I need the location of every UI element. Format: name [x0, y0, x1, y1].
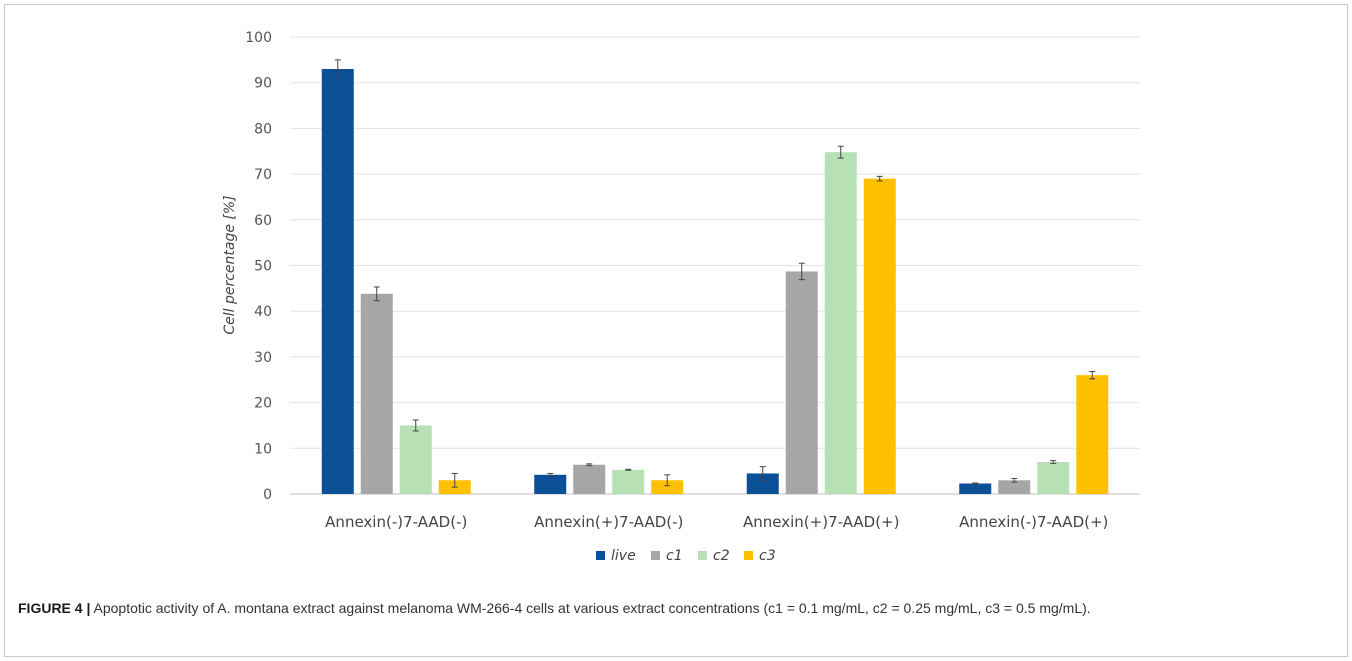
bar-live [534, 474, 567, 494]
bar-live [746, 473, 779, 494]
x-axis-categories: Annexin(-)7-AAD(-) Annexin(+)7-AAD(-) Anne… [325, 513, 1108, 531]
x-category-label: Annexin(-)7-AAD(+) [959, 513, 1108, 531]
legend-label-c1: c1 [666, 548, 683, 564]
y-tick-label: 50 [254, 259, 272, 275]
figure-caption: FIGURE 4 | Apoptotic activity of A. mont… [18, 598, 1318, 619]
x-category-label: Annexin(-)7-AAD(-) [325, 513, 467, 531]
y-tick-label: 20 [254, 396, 272, 412]
bar-c3 [1076, 375, 1109, 494]
bar-c3 [651, 480, 684, 494]
caption-text: Apoptotic activity of A. montana extract… [93, 600, 1091, 616]
y-tick-label: 40 [254, 304, 272, 320]
legend-swatch-c2 [698, 551, 707, 560]
bars [321, 68, 1109, 495]
y-tick-label: 60 [254, 213, 272, 229]
legend-label-c3: c3 [759, 548, 776, 564]
y-tick-label: 80 [254, 121, 272, 137]
caption-label: FIGURE 4 | [18, 600, 91, 616]
bar-c3 [863, 178, 896, 495]
y-tick-label: 70 [254, 167, 272, 183]
x-category-label: Annexin(+)7-AAD(+) [743, 513, 899, 531]
bar-c2 [612, 469, 645, 494]
y-axis-ticks: 0 10 20 30 40 50 60 70 80 90 100 [245, 30, 272, 503]
bar-live [321, 68, 354, 495]
figure-frame [4, 4, 1348, 657]
y-tick-label: 100 [245, 30, 272, 46]
bar-c1 [785, 271, 818, 494]
bar-c1 [998, 480, 1031, 494]
legend-swatch-c3 [744, 551, 753, 560]
y-axis-label: Cell percentage [%] [222, 195, 238, 334]
bar-c2 [824, 152, 857, 494]
legend-label-live: live [611, 548, 636, 564]
x-category-label: Annexin(+)7-AAD(-) [534, 513, 683, 531]
legend-swatch-c1 [651, 551, 660, 560]
legend: live c1 c2 c3 [596, 548, 776, 564]
y-tick-label: 0 [263, 487, 272, 503]
bar-c2 [399, 425, 432, 494]
bar-c2 [1037, 462, 1070, 494]
bar-c1 [573, 464, 606, 494]
error-bars [334, 59, 1096, 488]
legend-label-c2: c2 [713, 548, 730, 564]
bar-live [959, 483, 992, 494]
y-tick-label: 30 [254, 350, 272, 366]
y-tick-label: 10 [254, 441, 272, 457]
bar-c1 [360, 293, 393, 494]
bar-chart: 0 10 20 30 40 50 60 70 80 90 100 Annexin(-)7-AAD(-… [222, 30, 1140, 564]
y-tick-label: 90 [254, 76, 272, 92]
legend-swatch-live [596, 551, 605, 560]
